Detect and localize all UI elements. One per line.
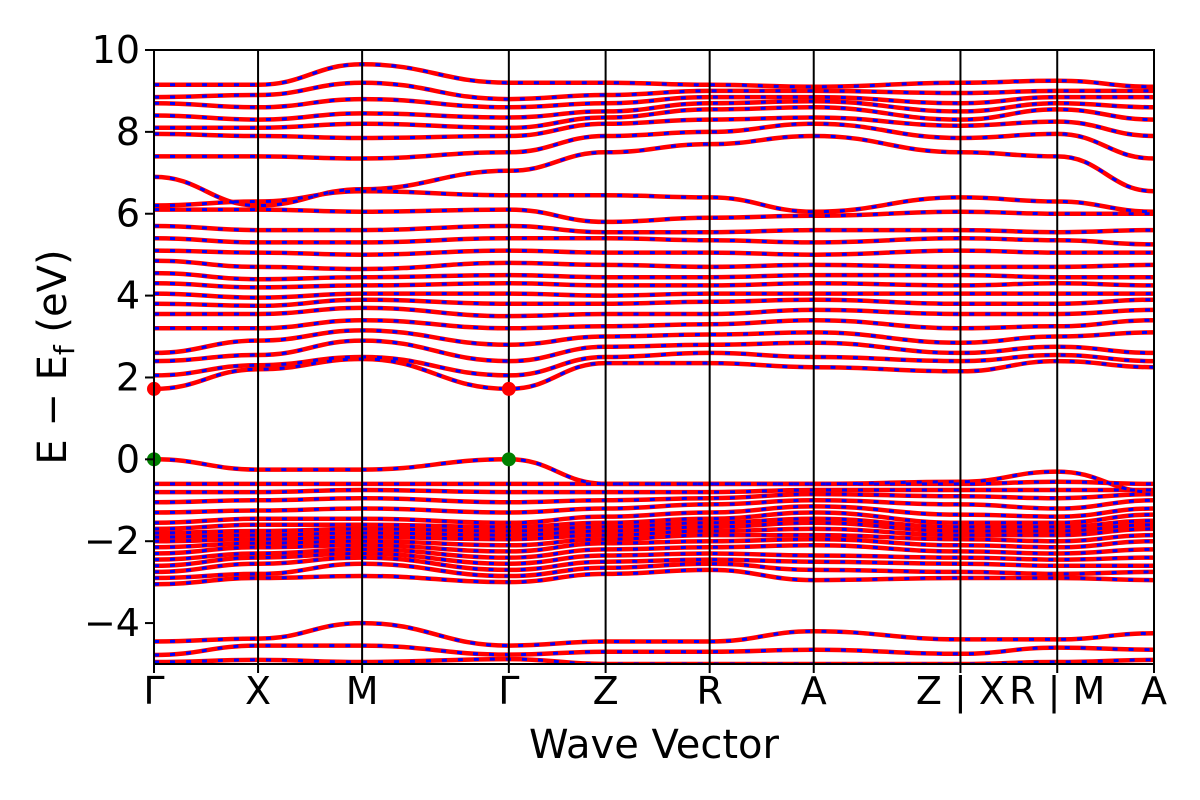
band-line-spin-up <box>154 249 1154 257</box>
band-line-spin-up <box>154 521 1154 539</box>
band-line-spin-up <box>154 537 1154 555</box>
band-line-spin-up <box>154 224 1154 234</box>
x-tick-label: Z | X <box>916 669 1005 714</box>
high-symmetry-lines <box>257 50 1059 664</box>
spin-up-bands <box>154 62 1154 664</box>
band-line-spin-down <box>154 328 1154 356</box>
x-tick-label: Γ <box>143 669 164 713</box>
band-line-spin-down <box>154 551 1154 569</box>
band-line-spin-up <box>154 543 1154 562</box>
plot-frame <box>153 49 1155 665</box>
y-tick-label: 4 <box>116 274 140 318</box>
band-line-spin-up <box>154 271 1154 281</box>
band-line-spin-up <box>154 281 1154 289</box>
y-tick-label: 10 <box>92 28 140 72</box>
y-axis-title-main: E − E <box>30 355 76 465</box>
band-line-spin-down <box>154 62 1154 90</box>
band-line-spin-up <box>154 517 1154 535</box>
x-tick-label: R | M <box>1009 669 1105 714</box>
x-tick-label: M <box>346 669 379 713</box>
y-tick-label: 0 <box>116 437 140 481</box>
y-tick-label: −4 <box>84 601 140 645</box>
band-line-spin-up <box>154 292 1154 300</box>
band-line-spin-down <box>154 555 1154 575</box>
y-axis-title-unit: (eV) <box>30 249 76 345</box>
band-line-spin-up <box>154 480 1154 486</box>
band-line-spin-up <box>154 339 1154 363</box>
y-tick-label: 8 <box>116 110 140 154</box>
band-line-spin-up <box>154 99 1154 122</box>
x-tick-label: X <box>245 669 271 713</box>
band-line-spin-up <box>154 134 1154 208</box>
band-line-spin-up <box>154 510 1154 531</box>
band-line-spin-down <box>154 620 1154 648</box>
vbm-marker <box>501 452 516 467</box>
y-tick-label: −2 <box>84 519 140 563</box>
band-line-spin-up <box>154 568 1154 586</box>
x-tick-label: R <box>696 669 722 713</box>
x-axis-title: Wave Vector <box>529 722 780 768</box>
band-line-spin-up <box>154 115 1154 140</box>
band-line-spin-up <box>154 95 1154 109</box>
band-line-spin-down <box>154 80 1154 102</box>
band-line-spin-down <box>154 561 1154 581</box>
band-line-spin-up <box>154 236 1154 246</box>
band-line-spin-up <box>154 259 1154 271</box>
band-line-spin-up <box>154 488 1154 494</box>
band-line-spin-up <box>154 357 1154 391</box>
band-line-spin-up <box>154 105 1154 130</box>
band-line-spin-up <box>154 189 1154 214</box>
band-line-spin-up <box>154 457 1154 494</box>
band-line-spin-up <box>154 298 1154 308</box>
y-axis-title-subscript: f <box>48 344 81 355</box>
band-line-spin-up <box>154 533 1154 549</box>
x-tick-label: Z <box>593 669 619 713</box>
x-tick-label: A <box>801 669 827 713</box>
y-axis-ticks: −4 −2 0 2 4 6 8 10 <box>84 28 154 645</box>
x-tick-label: A <box>1141 669 1167 713</box>
band-line-spin-up <box>154 492 1154 504</box>
band-line-spin-up <box>154 498 1154 515</box>
y-axis-title: E − Ef (eV) <box>30 249 81 464</box>
band-line-spin-down <box>154 457 1154 495</box>
band-line-spin-up <box>154 208 1154 224</box>
band-line-spin-up <box>154 527 1154 543</box>
band-line-spin-up <box>154 122 1154 161</box>
band-line-spin-up <box>154 306 1154 318</box>
cbm-marker <box>501 381 516 396</box>
band-line-spin-up <box>154 504 1154 525</box>
y-tick-label: 6 <box>116 192 140 236</box>
band-line-spin-up <box>154 644 1154 657</box>
band-edge-markers <box>147 381 516 467</box>
x-tick-label: Γ <box>498 669 519 713</box>
band-line-spin-up <box>154 351 1154 377</box>
band-line-spin-up <box>154 318 1154 330</box>
y-tick-label: 2 <box>116 355 140 399</box>
